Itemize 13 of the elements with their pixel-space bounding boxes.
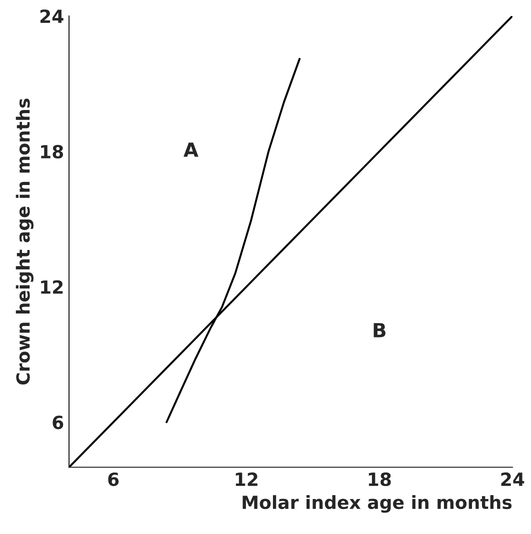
line-series [166,58,301,424]
x-tick-label: 12 [236,472,258,486]
x-tick-label: 6 [108,472,119,486]
y-axis-title: Crown height age in months [16,98,34,385]
annotation: A [184,142,198,157]
x-tick-label: 24 [501,472,524,486]
y-tick-label: 24 [40,9,64,23]
y-tick-label: 12 [41,280,63,294]
y-tick-label: 6 [52,416,64,430]
x-tick-label: 18 [368,472,391,486]
x-axis-title: Molar index age in months [242,495,512,513]
annotation: B [374,323,386,338]
y-tick-label: 18 [41,144,64,159]
